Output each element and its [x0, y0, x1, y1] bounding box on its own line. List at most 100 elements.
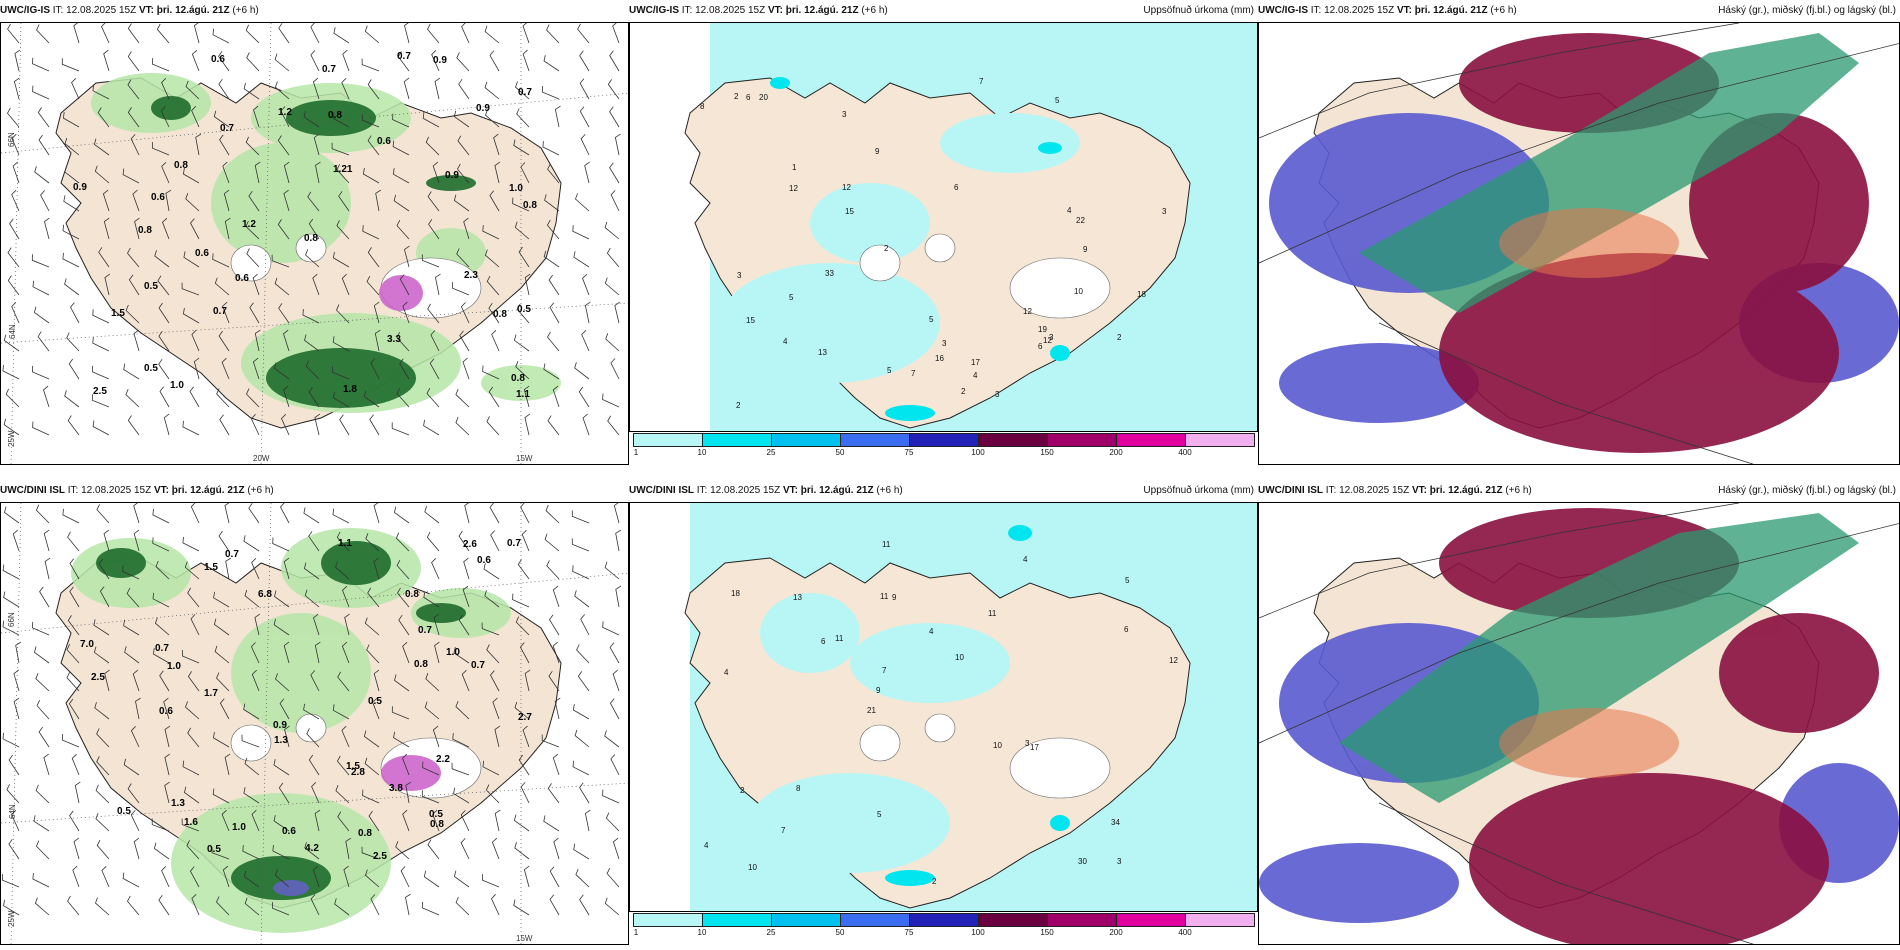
lon-15-label: 15W	[516, 454, 533, 463]
wind-barb	[283, 329, 290, 352]
wind-barb	[464, 503, 470, 524]
wind-barb	[102, 189, 110, 212]
wind-barb	[421, 254, 440, 268]
wind-barb	[398, 614, 410, 636]
wind-barb	[548, 274, 560, 296]
wind-barb	[66, 672, 80, 692]
wind-barb	[243, 870, 260, 888]
precip-value-label: 2	[932, 877, 937, 886]
wind-barb	[456, 52, 470, 72]
colorbar-segment	[633, 433, 703, 447]
colorbar-segment	[771, 913, 841, 927]
accumulated-precip-map[interactable]: 5 3 6 8 3 15 16 3 4 1 5 2 7 3 5 4 19 12 18 22 20 9 12 15 17 13 7 2 3…	[629, 22, 1258, 432]
wind-barb	[161, 162, 170, 184]
wind-barb	[127, 415, 140, 436]
wind-barb	[481, 874, 500, 888]
precip-value-label: 3	[942, 339, 947, 348]
wind-barb	[214, 277, 230, 296]
wind-barb	[426, 388, 440, 408]
precip-value-label: 9	[892, 593, 897, 602]
lon-25-label: 25W	[7, 910, 16, 927]
colorbar-segment	[702, 913, 772, 927]
wind-barb	[182, 167, 200, 184]
colorbar-label: 50	[835, 928, 845, 937]
cloud-cover-map[interactable]	[1258, 502, 1900, 945]
wind-barb	[4, 506, 20, 524]
wind-barb	[67, 895, 80, 916]
wind-barb	[482, 365, 500, 380]
wind-barb	[396, 388, 410, 408]
wind-barb	[435, 273, 441, 296]
wind-barb	[305, 249, 320, 268]
wind-barb	[546, 219, 560, 240]
wind-barb	[74, 781, 81, 804]
wind-barb	[64, 278, 80, 296]
cloud-cover-map[interactable]	[1258, 22, 1900, 465]
wind-barb	[182, 307, 200, 324]
wind-barb	[524, 273, 531, 296]
wind-barb	[374, 329, 381, 352]
wind-barb	[158, 894, 170, 916]
wind-barb	[580, 614, 590, 636]
wind-barb	[283, 641, 290, 664]
colorbar-label: 1	[633, 928, 639, 937]
wind-barb	[12, 161, 20, 184]
wind-barb	[6, 784, 20, 804]
wind-barb	[182, 420, 200, 436]
wind-barb	[182, 536, 200, 552]
wind-barb	[7, 107, 20, 128]
precip-value-label: 1.0	[509, 183, 523, 194]
wind-barb	[67, 531, 80, 552]
precip-value-label: 3	[1025, 739, 1030, 748]
wind-barb	[308, 531, 320, 552]
wind-barb	[614, 133, 621, 156]
wind-barb	[213, 618, 230, 636]
panel-header: UWC/IG-IS IT: 12.08.2025 15Z VT: þri. 12…	[629, 0, 1258, 22]
wind-barb	[158, 358, 170, 380]
precip-value-label: 0.8	[414, 659, 428, 670]
wind-barb	[516, 108, 530, 128]
wind-barb	[574, 590, 590, 608]
wind-barb	[2, 364, 20, 380]
wind-barb	[243, 787, 260, 804]
wind-barb	[548, 670, 560, 692]
model-name: UWC/IG-IS	[1258, 5, 1308, 16]
colorbar-label: 1	[633, 448, 639, 457]
vt-label: VT:	[138, 5, 154, 16]
wind-precip-map[interactable]: 66N 64N 25W 15W 2.5 1.5 1.3 0.7 1.0 0.8 2.7 1.7…	[0, 502, 629, 945]
wind-barb	[391, 706, 410, 720]
precip-values: 5368315163415273541912182220912151713723…	[700, 77, 1167, 410]
precip-value-label: 2	[961, 387, 966, 396]
precip-value-label: 18	[1137, 290, 1146, 299]
precip-value-label: 3	[995, 390, 1000, 399]
wind-barb	[373, 557, 380, 580]
precip-value-label: 1.1	[338, 538, 352, 549]
wind-barb	[457, 135, 470, 156]
wind-precip-map[interactable]: 66N 64N 25W 20W 15W 0.7 1.0 0.6 0.8 1.2 0.5 0.…	[0, 22, 629, 465]
wind-barb	[333, 27, 350, 44]
accumulated-precip-map[interactable]: 3 4 5 21 11 10 11 4 2 11 4 7 9 10 17 18 11 12 10 6 9 5 7 13 4 8 30…	[629, 502, 1258, 912]
wind-barb	[338, 191, 350, 212]
wind-barb	[303, 703, 320, 720]
snow-area	[379, 275, 423, 311]
colorbar-segment	[909, 913, 979, 927]
wind-barb	[572, 225, 590, 240]
wind-barb	[546, 24, 560, 44]
wind-barb	[222, 865, 230, 888]
wind-barb	[271, 254, 290, 268]
wind-barb	[71, 78, 80, 100]
wind-barb	[582, 413, 590, 436]
precip-value-label: 0.5	[429, 809, 443, 820]
wind-barb	[94, 702, 110, 720]
wind-barb	[308, 754, 320, 776]
wind-barb	[35, 840, 50, 860]
wind-barb	[396, 220, 410, 240]
wind-barb	[541, 86, 560, 100]
precip-value-label: 1.5	[111, 308, 125, 319]
wind-barb	[432, 725, 440, 748]
wind-barb	[32, 421, 50, 436]
wind-barb	[5, 388, 20, 408]
wind-barb	[575, 868, 590, 888]
wind-barb	[370, 358, 380, 380]
wind-barb	[423, 419, 440, 436]
